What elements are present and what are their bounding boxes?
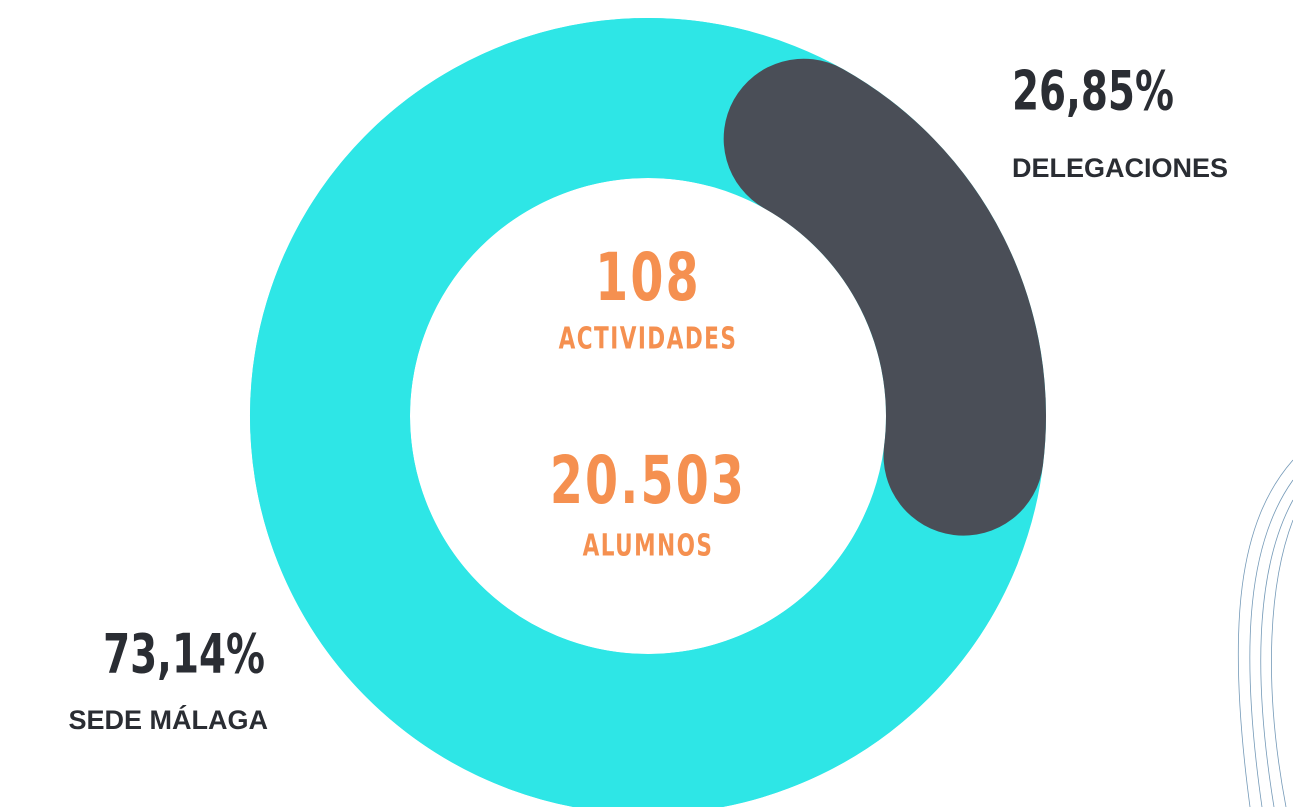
center-caption: ALUMNOS [583,529,714,563]
value-label: 73,14% [103,623,265,686]
center-number: 20.503 [550,442,746,519]
category-label: DELEGACIONES [1012,153,1228,183]
category-label: SEDE MÁLAGA [68,704,268,735]
decoration [1237,459,1293,807]
donut-segment [250,18,1019,807]
center-number: 108 [595,239,701,316]
center-caption: ACTIVIDADES [559,322,738,356]
value-label: 26,85% [1012,60,1174,123]
donut-segment [723,58,1046,536]
